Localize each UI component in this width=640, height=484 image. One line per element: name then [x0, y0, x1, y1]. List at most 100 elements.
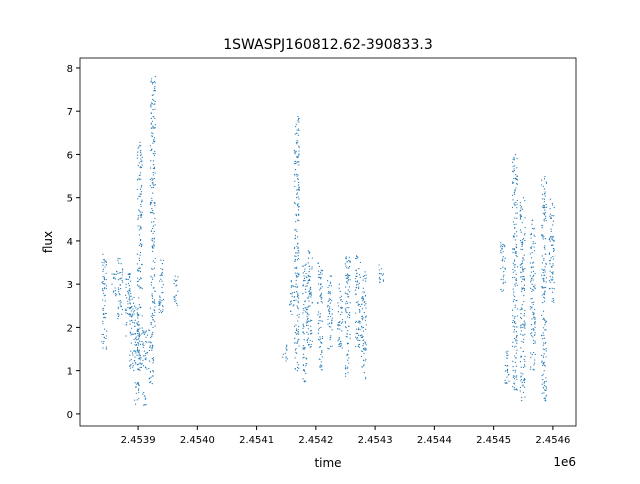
data-point	[154, 127, 156, 129]
data-point	[130, 359, 132, 361]
data-point	[151, 312, 153, 315]
data-point	[505, 382, 507, 384]
data-point	[356, 332, 359, 334]
data-point	[119, 303, 121, 305]
data-point	[530, 257, 533, 259]
data-point	[502, 283, 504, 285]
data-point	[542, 344, 544, 346]
data-point	[337, 311, 339, 313]
data-point	[543, 200, 545, 203]
data-point	[553, 281, 555, 284]
data-point	[346, 306, 348, 309]
data-point	[529, 262, 531, 264]
data-point	[135, 336, 137, 338]
data-point	[356, 328, 358, 330]
data-point	[140, 191, 143, 193]
data-point	[552, 297, 554, 300]
data-point	[533, 362, 536, 364]
data-point	[150, 336, 152, 339]
data-point	[541, 235, 543, 237]
data-point	[132, 354, 134, 356]
data-point	[543, 218, 545, 220]
data-point	[297, 339, 299, 341]
data-point	[306, 339, 308, 342]
data-point	[311, 332, 313, 334]
data-point	[133, 333, 135, 335]
data-point	[304, 311, 307, 313]
data-point	[296, 272, 298, 274]
data-point	[141, 185, 143, 187]
data-point	[141, 244, 143, 246]
data-point	[304, 288, 307, 290]
data-point	[135, 350, 137, 352]
data-point	[161, 286, 163, 289]
data-point	[321, 273, 323, 275]
data-point	[137, 217, 140, 219]
data-point	[512, 288, 514, 290]
data-point	[304, 270, 306, 272]
data-point	[321, 369, 323, 371]
data-point	[144, 396, 146, 398]
data-point	[506, 382, 508, 384]
data-point	[530, 279, 532, 281]
data-point	[154, 100, 156, 103]
data-point	[346, 333, 348, 335]
data-point	[532, 243, 534, 245]
data-point	[354, 289, 357, 291]
data-point	[125, 283, 127, 285]
data-point	[521, 381, 523, 384]
data-point	[102, 289, 104, 291]
data-point	[514, 304, 516, 306]
data-point	[297, 184, 299, 186]
data-point	[362, 347, 365, 350]
data-point	[348, 279, 350, 281]
data-point	[355, 312, 357, 314]
data-point	[533, 274, 535, 276]
data-point	[297, 204, 299, 207]
data-point	[158, 311, 160, 314]
data-point	[153, 140, 155, 142]
data-point	[294, 174, 296, 176]
data-point	[153, 314, 155, 317]
data-point	[153, 154, 156, 157]
data-point	[338, 287, 340, 289]
data-point	[531, 246, 533, 248]
data-point	[362, 279, 364, 281]
data-point	[358, 343, 360, 346]
data-point	[311, 340, 313, 342]
data-point	[153, 221, 155, 223]
data-point	[298, 214, 300, 216]
data-point	[136, 253, 139, 255]
data-point	[129, 295, 131, 297]
data-point	[309, 290, 311, 292]
data-point	[530, 247, 532, 250]
data-point	[363, 275, 366, 277]
data-point	[129, 302, 131, 304]
data-point	[139, 369, 141, 371]
data-point	[152, 160, 155, 162]
data-point	[319, 341, 322, 343]
data-point	[549, 260, 551, 262]
data-point	[305, 322, 308, 324]
data-point	[346, 302, 349, 304]
data-point	[534, 272, 536, 275]
data-point	[119, 294, 121, 296]
data-point	[523, 313, 526, 315]
data-point	[346, 354, 348, 356]
data-point	[513, 168, 515, 170]
data-point	[297, 292, 299, 294]
data-point	[136, 383, 138, 385]
data-point	[121, 281, 124, 283]
data-point	[119, 278, 121, 280]
data-point	[139, 254, 141, 256]
data-point	[309, 268, 311, 270]
data-point	[295, 228, 297, 231]
data-point	[340, 340, 342, 343]
data-point	[515, 279, 517, 281]
data-point	[137, 215, 139, 217]
data-point	[544, 324, 546, 326]
data-point	[524, 234, 526, 236]
data-point	[296, 140, 298, 142]
data-point	[130, 310, 132, 312]
data-point	[329, 308, 331, 310]
